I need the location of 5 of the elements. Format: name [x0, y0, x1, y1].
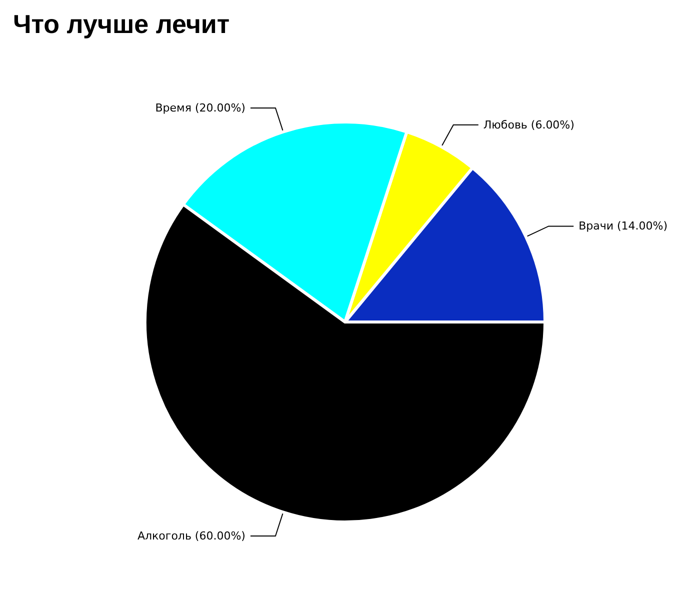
chart-title: Что лучше лечит [13, 9, 230, 39]
slice-label: Любовь (6.00%) [483, 118, 574, 132]
slice-label: Алкоголь (60.00%) [137, 529, 246, 542]
slice-label: Врачи (14.00%) [578, 220, 668, 233]
slice-label: Время (20.00%) [155, 102, 246, 115]
